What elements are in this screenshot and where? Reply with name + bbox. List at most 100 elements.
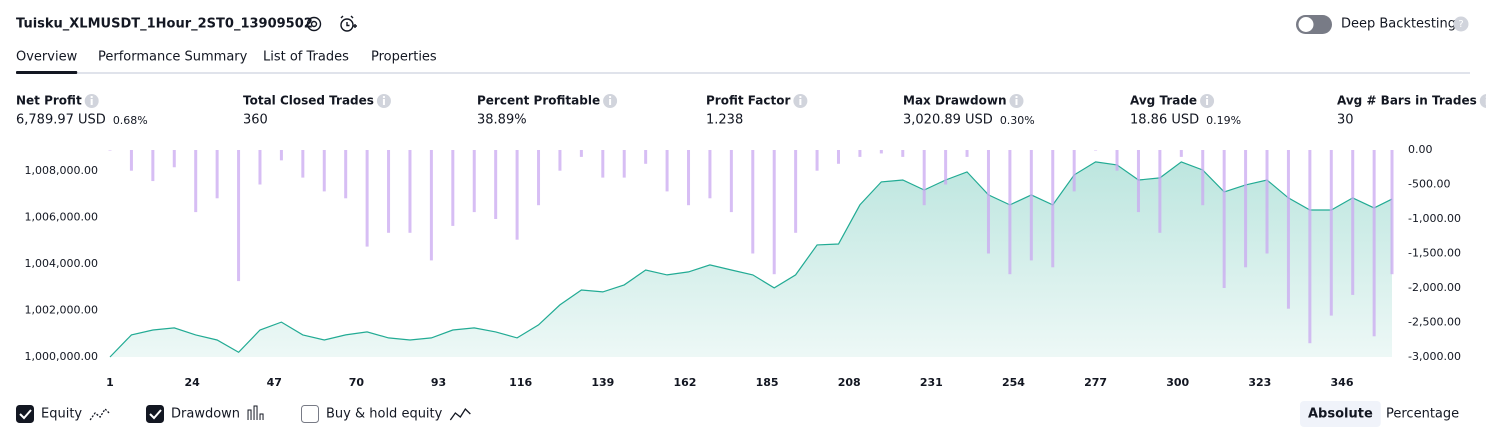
y-tick-label: 1,006,000.00	[25, 210, 98, 223]
metric-percent: 0.19%	[1206, 114, 1241, 127]
drawdown-bar	[429, 150, 433, 261]
info-bar	[1015, 99, 1018, 105]
y2-tick-label: -2,500.00	[1408, 316, 1461, 329]
tab[interactable]: Overview	[16, 50, 78, 65]
tab[interactable]: Properties	[371, 50, 437, 65]
metric-value: 18.86 USD	[1130, 113, 1199, 128]
tab[interactable]: List of Trades	[263, 50, 349, 65]
x-tick-label: 323	[1248, 376, 1271, 389]
info-icon[interactable]	[1009, 94, 1024, 108]
drawdown-bar	[1136, 150, 1140, 213]
info-dot	[90, 96, 93, 98]
drawdown-bar	[1351, 150, 1355, 295]
info-icon[interactable]	[1479, 94, 1486, 108]
drawdown-bar	[151, 150, 155, 182]
drawdown-bar	[1265, 150, 1269, 254]
drawdown-bar	[494, 150, 498, 219]
drawdown-bar	[708, 150, 712, 199]
legend-toggle[interactable]: Equity	[16, 405, 111, 423]
info-icon[interactable]	[376, 94, 391, 108]
legend-toggle[interactable]: Drawdown	[146, 405, 264, 423]
drawdown-bar	[1179, 150, 1183, 157]
info-icon[interactable]	[84, 94, 99, 108]
info-icon[interactable]	[603, 94, 618, 108]
y-tick-label: 1,002,000.00	[25, 303, 98, 316]
drawdown-bar	[322, 150, 326, 192]
drawdown-bar	[301, 150, 305, 178]
metric-value: 3,020.89 USD	[903, 113, 993, 128]
drawdown-bar	[1029, 150, 1033, 261]
metric-label: Percent Profitable	[477, 94, 600, 108]
metric-value: 30	[1337, 113, 1354, 128]
metric-value: 38.89%	[477, 113, 527, 128]
alert-icon[interactable]	[340, 15, 357, 32]
x-tick-label: 185	[756, 376, 779, 389]
toggle-label: Deep Backtesting	[1341, 17, 1456, 32]
metric-label: Avg # Bars in Trades	[1337, 94, 1477, 108]
metric-label: Net Profit	[16, 94, 82, 108]
legend-icon	[247, 405, 264, 420]
deep-backtesting-toggle[interactable]	[1296, 15, 1332, 34]
x-tick-label: 300	[1166, 376, 1189, 389]
view-button-label: Absolute	[1308, 407, 1373, 422]
drawdown-bar	[858, 150, 862, 157]
metric-percent: 0.68%	[113, 114, 148, 127]
info-bar	[382, 99, 385, 105]
x-tick-label: 1	[106, 376, 114, 389]
drawdown-bar	[1329, 150, 1333, 316]
info-dot	[1206, 96, 1209, 98]
y2-tick-label: -2,000.00	[1408, 281, 1461, 294]
drawdown-bar	[279, 150, 283, 161]
drawdown-bar	[1158, 150, 1162, 233]
drawdown-bar	[1372, 150, 1376, 337]
drawdown-bar	[1222, 150, 1226, 288]
view-button[interactable]: Absolute	[1300, 401, 1381, 427]
drawdown-bar	[622, 150, 626, 178]
drawdown-bar	[836, 150, 840, 164]
metric-value: 1.238	[706, 113, 743, 128]
y2-tick-label: -1,500.00	[1408, 247, 1461, 260]
metric-label: Profit Factor	[706, 94, 790, 108]
help-icon[interactable]: ?	[1453, 16, 1469, 32]
drawdown-bar	[944, 150, 948, 185]
legend-icon	[89, 407, 111, 421]
legend-toggle[interactable]: Buy & hold equity	[301, 405, 471, 423]
drawdown-bar	[1244, 150, 1248, 268]
info-bar	[609, 99, 612, 105]
tab[interactable]: Performance Summary	[98, 50, 248, 65]
checkbox	[301, 405, 319, 423]
drawdown-bar	[1286, 150, 1290, 309]
drawdown-bar	[194, 150, 198, 213]
info-icon[interactable]	[1200, 94, 1215, 108]
info-dot	[382, 96, 385, 98]
metric-value: 6,789.97 USD	[16, 113, 106, 128]
drawdown-bar	[515, 150, 519, 240]
x-tick-label: 47	[267, 376, 282, 389]
checkmark	[19, 409, 32, 420]
drawdown-bar	[1390, 150, 1394, 275]
info-dot	[609, 96, 612, 98]
checkbox	[146, 405, 164, 423]
x-tick-label: 277	[1084, 376, 1107, 389]
drawdown-bar	[1201, 150, 1205, 206]
drawdown-bar	[729, 150, 733, 213]
drawdown-bar	[794, 150, 798, 233]
equity-area	[110, 161, 1392, 357]
metric-label: Avg Trade	[1130, 94, 1197, 108]
y-tick-label: 1,000,000.00	[25, 350, 98, 363]
drawdown-bar	[365, 150, 369, 247]
drawdown-bar	[1072, 150, 1076, 192]
x-tick-label: 346	[1331, 376, 1354, 389]
legend-label: Drawdown	[171, 407, 240, 422]
drawdown-bar	[1115, 150, 1119, 171]
y2-tick-label: -3,000.00	[1408, 350, 1461, 363]
view-button[interactable]: Percentage	[1386, 401, 1475, 427]
info-icon[interactable]	[793, 94, 808, 108]
y-tick-label: 1,004,000.00	[25, 257, 98, 270]
view-button-label: Percentage	[1386, 407, 1459, 422]
info-dot	[799, 96, 802, 98]
checkbox	[16, 405, 34, 423]
settings-icon[interactable]	[306, 16, 322, 32]
y2-tick-label: -1,000.00	[1408, 212, 1461, 225]
